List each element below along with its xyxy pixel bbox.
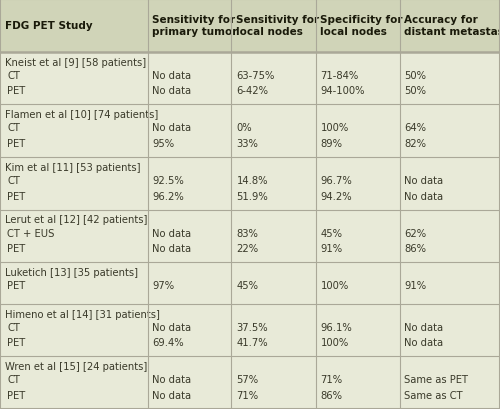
Text: 100%: 100%	[320, 337, 349, 348]
Text: 22%: 22%	[236, 244, 258, 254]
Text: 37.5%: 37.5%	[236, 322, 268, 332]
Text: 92.5%: 92.5%	[152, 175, 184, 186]
Text: 89%: 89%	[320, 139, 342, 148]
Text: 86%: 86%	[404, 244, 426, 254]
Text: 96.7%: 96.7%	[320, 175, 352, 186]
Text: Kim et al [11] [53 patients]: Kim et al [11] [53 patients]	[5, 162, 140, 173]
Bar	[0, 0, 500, 52]
Text: 41.7%: 41.7%	[236, 337, 268, 348]
Text: 6-42%: 6-42%	[236, 86, 268, 96]
Text: No data: No data	[152, 228, 192, 238]
Text: 71-84%: 71-84%	[320, 70, 359, 81]
Text: No data: No data	[404, 322, 444, 332]
Text: 45%: 45%	[320, 228, 342, 238]
Text: 97%: 97%	[152, 281, 174, 290]
Text: 95%: 95%	[152, 139, 174, 148]
Text: PET: PET	[7, 191, 25, 201]
Text: 50%: 50%	[404, 86, 426, 96]
Text: Wren et al [15] [24 patients]: Wren et al [15] [24 patients]	[5, 362, 147, 371]
Text: 33%: 33%	[236, 139, 258, 148]
Text: Lerut et al [12] [42 patients]: Lerut et al [12] [42 patients]	[5, 215, 148, 225]
Text: CT: CT	[7, 175, 20, 186]
Text: Same as PET: Same as PET	[404, 375, 468, 384]
Text: 91%: 91%	[404, 281, 426, 290]
Text: Kneist et al [9] [58 patients]: Kneist et al [9] [58 patients]	[5, 57, 146, 67]
Text: 96.2%: 96.2%	[152, 191, 184, 201]
Text: PET: PET	[7, 244, 25, 254]
Text: No data: No data	[404, 191, 444, 201]
Text: 94-100%: 94-100%	[320, 86, 365, 96]
Text: Specificity for
local nodes: Specificity for local nodes	[320, 15, 403, 37]
Text: CT: CT	[7, 375, 20, 384]
Text: CT: CT	[7, 70, 20, 81]
Text: PET: PET	[7, 337, 25, 348]
Text: 69.4%: 69.4%	[152, 337, 184, 348]
Text: Sensitivity for
local nodes: Sensitivity for local nodes	[236, 15, 320, 37]
Text: Himeno et al [14] [31 patients]: Himeno et al [14] [31 patients]	[5, 309, 160, 319]
Text: 96.1%: 96.1%	[320, 322, 352, 332]
Text: 86%: 86%	[320, 390, 342, 400]
Text: PET: PET	[7, 281, 25, 290]
Text: 57%: 57%	[236, 375, 258, 384]
Text: Sensitivity for
primary tumor: Sensitivity for primary tumor	[152, 15, 238, 37]
Text: CT: CT	[7, 322, 20, 332]
Text: 14.8%: 14.8%	[236, 175, 268, 186]
Text: No data: No data	[404, 175, 444, 186]
Text: 91%: 91%	[320, 244, 342, 254]
Text: No data: No data	[152, 86, 192, 96]
Text: No data: No data	[152, 322, 192, 332]
Text: 0%: 0%	[236, 123, 252, 133]
Text: Luketich [13] [35 patients]: Luketich [13] [35 patients]	[5, 267, 138, 277]
Text: PET: PET	[7, 390, 25, 400]
Text: 71%: 71%	[236, 390, 258, 400]
Text: 50%: 50%	[404, 70, 426, 81]
Text: No data: No data	[152, 375, 192, 384]
Text: CT + EUS: CT + EUS	[7, 228, 54, 238]
Text: 45%: 45%	[236, 281, 258, 290]
Text: CT: CT	[7, 123, 20, 133]
Text: FDG PET Study: FDG PET Study	[5, 21, 92, 31]
Text: No data: No data	[152, 70, 192, 81]
Text: 94.2%: 94.2%	[320, 191, 352, 201]
Text: PET: PET	[7, 139, 25, 148]
Text: 83%: 83%	[236, 228, 258, 238]
Text: 63-75%: 63-75%	[236, 70, 275, 81]
Text: 100%: 100%	[320, 281, 349, 290]
Text: 82%: 82%	[404, 139, 426, 148]
Text: Flamen et al [10] [74 patients]: Flamen et al [10] [74 patients]	[5, 110, 158, 120]
Text: 51.9%: 51.9%	[236, 191, 268, 201]
Text: Accuracy for
distant metastases: Accuracy for distant metastases	[404, 15, 500, 37]
Text: 62%: 62%	[404, 228, 426, 238]
Text: 100%: 100%	[320, 123, 349, 133]
Text: No data: No data	[152, 244, 192, 254]
Text: No data: No data	[152, 390, 192, 400]
Text: No data: No data	[404, 337, 444, 348]
Text: 64%: 64%	[404, 123, 426, 133]
Text: No data: No data	[152, 123, 192, 133]
Text: PET: PET	[7, 86, 25, 96]
Text: Same as CT: Same as CT	[404, 390, 463, 400]
Text: 71%: 71%	[320, 375, 342, 384]
